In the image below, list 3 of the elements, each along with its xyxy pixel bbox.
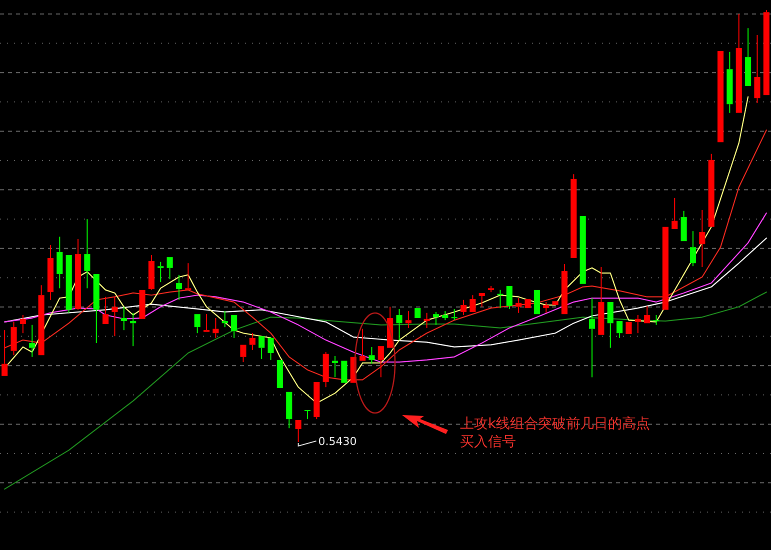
annotation: 0.5430 — [318, 435, 357, 448]
annotation: 买入信号 — [460, 434, 516, 450]
annotation: 上攻k线组合突破前几日的高点 — [460, 416, 650, 432]
